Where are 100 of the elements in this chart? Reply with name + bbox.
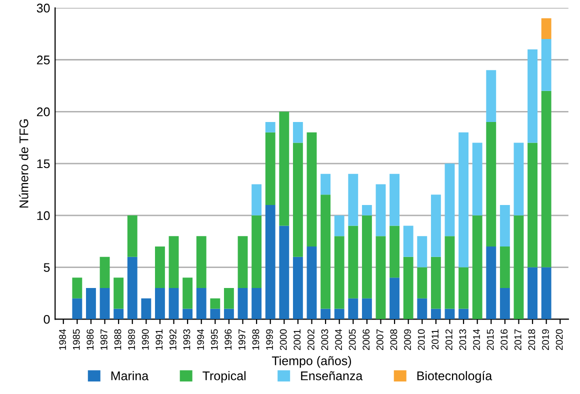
bar [114, 278, 124, 309]
bar [390, 174, 400, 226]
bar [210, 308, 220, 320]
bar [182, 278, 193, 309]
x-tick-label: 2019 [542, 329, 549, 350]
bar [224, 308, 234, 320]
bar [182, 308, 193, 320]
x-tick-label: 1986 [86, 329, 94, 350]
bar [238, 236, 248, 288]
x-tick-label: 2000 [280, 329, 287, 350]
bar [348, 174, 358, 226]
x-tick-label: 2008 [390, 329, 398, 350]
x-tick-label: 2007 [376, 329, 384, 350]
bar [528, 267, 538, 320]
x-tick-label: 1990 [142, 329, 149, 350]
bar [486, 246, 496, 320]
bar [541, 90, 552, 268]
bar [320, 194, 331, 309]
bar [500, 205, 510, 247]
y-tick-label: 30 [36, 4, 50, 13]
bar [72, 278, 82, 298]
bar [86, 288, 96, 320]
bar [472, 142, 482, 216]
x-tick-label: 2018 [528, 329, 536, 350]
bar [444, 164, 455, 236]
bar [100, 256, 110, 288]
x-tick-label: 1984 [59, 329, 66, 350]
x-tick-label: 1991 [156, 329, 163, 350]
bar [320, 308, 331, 320]
bar [196, 236, 206, 288]
x-tick-label: 1994 [197, 329, 204, 350]
bar [279, 112, 290, 226]
bar [514, 215, 524, 320]
bar [376, 236, 386, 320]
bar [210, 298, 220, 309]
bar [430, 308, 441, 320]
x-tick-label: 2004 [335, 329, 342, 350]
bar [334, 308, 344, 320]
x-tick-label: 2015 [486, 329, 494, 350]
bar [541, 39, 552, 91]
bar [100, 288, 110, 320]
bar [306, 132, 317, 247]
bar [430, 194, 441, 257]
y-tick-label: 0 [44, 314, 50, 324]
bar [514, 142, 524, 216]
bar [362, 205, 372, 216]
bar [390, 226, 400, 278]
bar [320, 174, 331, 195]
bar [306, 246, 317, 320]
bar [168, 236, 179, 288]
bar [528, 49, 538, 143]
bar [265, 132, 276, 206]
bar [362, 298, 372, 320]
legend-label: Biotecnología [417, 370, 492, 383]
bar [528, 142, 538, 268]
x-tick-label: 1988 [114, 329, 122, 350]
bar [127, 256, 138, 320]
bar [444, 236, 455, 309]
bar [390, 278, 400, 320]
bar [155, 288, 165, 320]
x-tick-label: 1996 [224, 329, 232, 350]
x-tick-label: 2016 [500, 329, 508, 350]
bar [403, 256, 414, 320]
x-tick-label: 2011 [432, 329, 439, 350]
bar [417, 267, 428, 298]
y-tick-label: 5 [44, 263, 50, 272]
x-tick-label: 2010 [418, 329, 425, 350]
y-tick-label: 15 [37, 159, 50, 168]
y-tick-label: 25 [36, 56, 50, 64]
x-tick-label: 2002 [307, 329, 314, 350]
bar [265, 122, 276, 132]
bar [417, 298, 428, 320]
legend-label: Marina [111, 371, 149, 380]
bar [334, 215, 344, 236]
bar [500, 246, 510, 288]
x-tick-label: 2009 [404, 329, 411, 350]
bar [334, 236, 344, 309]
x-tick-label: 2005 [348, 329, 356, 350]
y-tick-label: 10 [37, 211, 50, 220]
bar [458, 308, 468, 320]
bar [279, 226, 290, 320]
bar [458, 267, 468, 309]
x-tick-label: 2014 [473, 329, 480, 350]
bar [265, 205, 276, 320]
bar [252, 288, 262, 320]
x-tick-label: 2020 [556, 329, 563, 350]
bar [196, 288, 206, 320]
x-axis-title: Tiempo (años) [272, 356, 352, 368]
bar [224, 288, 234, 309]
x-tick-label: 1993 [183, 329, 190, 350]
x-tick-label: 1992 [169, 329, 176, 350]
bar [141, 298, 152, 320]
x-tick-label: 2001 [294, 329, 301, 350]
x-tick-label: 1987 [100, 329, 108, 350]
legend-label: Enseñanza [301, 371, 363, 380]
bar [472, 215, 482, 320]
bar [168, 288, 179, 320]
bar [500, 288, 510, 320]
legend-label: Tropical [202, 371, 246, 383]
y-tick-label: 20 [36, 107, 50, 116]
